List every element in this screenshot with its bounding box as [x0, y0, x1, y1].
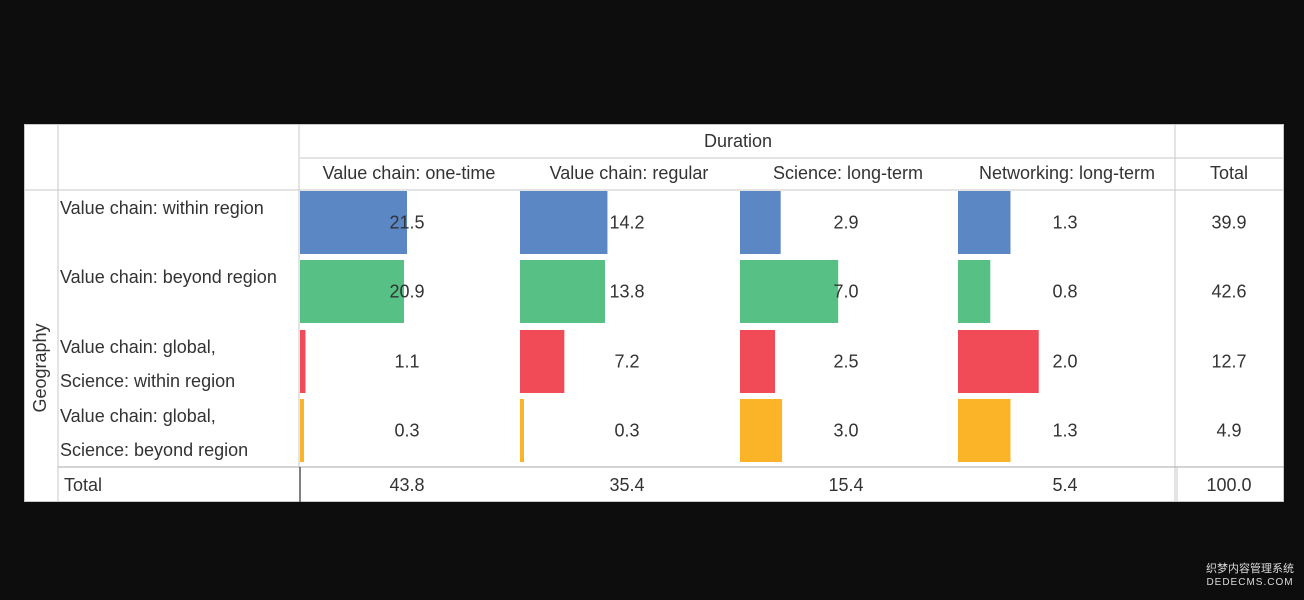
watermark: 织梦内容管理系统 DEDECMS.COM — [1206, 563, 1294, 589]
mosaic-table: Duration Value chain: one-time Value chain… — [24, 124, 1284, 502]
table-border — [24, 124, 1284, 502]
row-total-value: 12.7 — [1211, 351, 1246, 371]
column-total-value: 5.4 — [1052, 475, 1077, 495]
cell-bar — [300, 260, 405, 323]
row-label: Value chain: beyond region — [60, 267, 277, 287]
row-label: Value chain: within region — [60, 198, 264, 218]
cell-value: 2.0 — [1052, 351, 1077, 371]
cell-bar — [740, 191, 781, 254]
column-total-value: 35.4 — [609, 475, 644, 495]
row-label-total: Total — [64, 475, 102, 495]
cell-value: 1.3 — [1052, 212, 1077, 232]
row-label: Science: within region — [60, 371, 235, 391]
watermark-line-1: 织梦内容管理系统 — [1206, 563, 1294, 575]
cell-bar — [520, 330, 565, 393]
column-header: Value chain: regular — [550, 163, 709, 183]
grand-total-value: 100.0 — [1206, 475, 1251, 495]
cell-value: 3.0 — [833, 420, 858, 440]
row-total-value: 4.9 — [1216, 420, 1241, 440]
cell-value: 21.5 — [389, 212, 424, 232]
cell-bar — [300, 399, 304, 462]
column-header: Networking: long-term — [979, 163, 1155, 183]
watermark-line-2: DEDECMS.COM — [1206, 577, 1294, 588]
column-header: Value chain: one-time — [323, 163, 496, 183]
cell-value: 7.0 — [833, 281, 858, 301]
cell-value: 1.1 — [394, 351, 419, 371]
cell-bar — [958, 330, 1039, 393]
row-total-value: 39.9 — [1211, 212, 1246, 232]
cell-bar — [958, 191, 1011, 254]
column-header: Science: long-term — [773, 163, 923, 183]
cell-value: 13.8 — [609, 281, 644, 301]
cell-bar — [740, 399, 783, 462]
cell-bar — [740, 260, 839, 323]
cell-value: 1.3 — [1052, 420, 1077, 440]
mosaic-table-svg: Duration Value chain: one-time Value chain… — [24, 124, 1284, 502]
cell-value: 0.3 — [614, 420, 639, 440]
cell-value: 2.5 — [833, 351, 858, 371]
column-total-value: 15.4 — [828, 475, 863, 495]
row-group-header: Geography — [30, 323, 50, 412]
column-header-total: Total — [1210, 163, 1248, 183]
cell-bar — [958, 260, 991, 323]
cell-value: 0.3 — [394, 420, 419, 440]
cell-value: 0.8 — [1052, 281, 1077, 301]
cell-bar — [520, 399, 524, 462]
cell-bar — [300, 191, 408, 254]
row-label: Value chain: global, — [60, 406, 216, 426]
cell-value: 7.2 — [614, 351, 639, 371]
cell-value: 2.9 — [833, 212, 858, 232]
row-label: Value chain: global, — [60, 337, 216, 357]
cell-bar — [300, 330, 306, 393]
cell-bar — [520, 191, 608, 254]
column-group-header: Duration — [704, 131, 772, 151]
cell-bar — [958, 399, 1011, 462]
row-label: Science: beyond region — [60, 440, 248, 460]
cell-bar — [520, 260, 605, 323]
column-total-value: 43.8 — [389, 475, 424, 495]
cell-bar — [740, 330, 776, 393]
row-total-value: 42.6 — [1211, 281, 1246, 301]
cell-value: 14.2 — [609, 212, 644, 232]
cell-value: 20.9 — [389, 281, 424, 301]
